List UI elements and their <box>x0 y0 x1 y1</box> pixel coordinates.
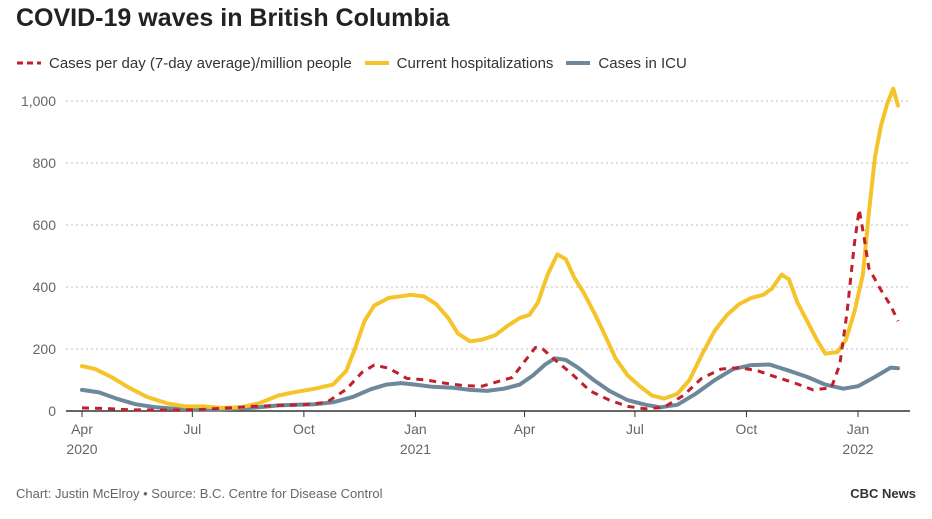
chart-credit: Chart: Justin McElroy • Source: B.C. Cen… <box>16 486 383 501</box>
legend-item-cases: Cases per day (7-day average)/million pe… <box>16 55 352 72</box>
legend: Cases per day (7-day average)/million pe… <box>16 52 699 74</box>
legend-label-cases: Cases per day (7-day average)/million pe… <box>49 54 352 72</box>
x-tick-label: Apr <box>71 421 93 437</box>
y-axis-ticks: 0 200 400 600 800 1,000 <box>21 93 56 419</box>
y-tick-label: 1,000 <box>21 93 56 109</box>
x-tick-label: Oct <box>736 421 758 437</box>
x-tick-year-label: 2021 <box>400 441 431 457</box>
legend-swatch-cases <box>17 61 41 65</box>
x-tick-label: Jul <box>626 421 644 437</box>
legend-label-hospitalizations: Current hospitalizations <box>396 54 554 72</box>
legend-swatch-icu <box>566 61 591 65</box>
grid-lines <box>66 100 910 412</box>
y-tick-label: 800 <box>33 155 57 171</box>
series-line-icu <box>80 356 900 412</box>
series-line-hospitalizations <box>80 86 900 410</box>
brand-label: CBC News <box>850 486 916 501</box>
x-tick-label: Jan <box>847 421 870 437</box>
x-tick-label: Apr <box>514 421 536 437</box>
y-tick-label: 600 <box>33 217 57 233</box>
x-tick-label: Jan <box>404 421 427 437</box>
series-line-cases <box>81 208 900 412</box>
legend-label-icu: Cases in ICU <box>598 54 687 72</box>
series-lines <box>80 86 900 412</box>
y-tick-label: 200 <box>33 341 57 357</box>
x-tick-year-label: 2022 <box>842 441 873 457</box>
x-tick-label: Jul <box>183 421 201 437</box>
legend-item-hospitalizations: Current hospitalizations <box>364 54 554 72</box>
chart-title: COVID-19 waves in British Columbia <box>16 4 450 32</box>
y-tick-label: 400 <box>33 279 57 295</box>
y-tick-label: 0 <box>48 403 56 419</box>
x-axis-ticks: Apr 2020 Jul Oct Jan 2021 Apr Jul Oct Jan 2022 <box>66 411 874 457</box>
x-tick-year-label: 2020 <box>66 441 97 457</box>
x-tick-label: Oct <box>293 421 315 437</box>
legend-swatch-hospitalizations <box>364 61 389 65</box>
legend-item-icu: Cases in ICU <box>565 54 687 72</box>
